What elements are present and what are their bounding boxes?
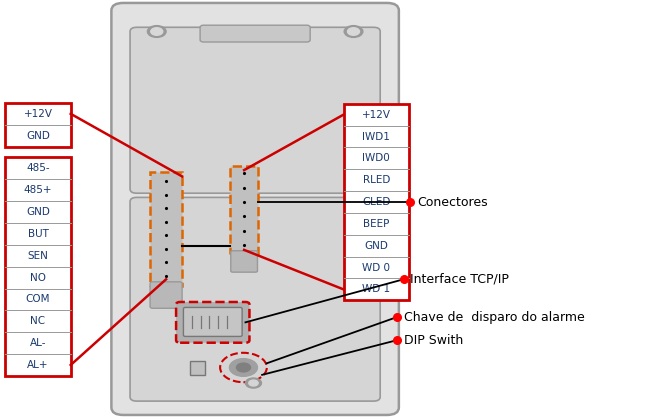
Bar — [5, 103, 71, 147]
Text: NO: NO — [30, 273, 46, 283]
Text: Conectores: Conectores — [417, 196, 488, 208]
Text: AL+: AL+ — [27, 360, 49, 370]
Bar — [230, 166, 258, 254]
Text: BEEP: BEEP — [363, 219, 390, 229]
Text: Interface TCP/IP: Interface TCP/IP — [410, 273, 509, 286]
FancyBboxPatch shape — [200, 25, 310, 42]
Bar — [190, 361, 205, 375]
Circle shape — [348, 28, 360, 35]
Text: IWD0: IWD0 — [362, 153, 390, 163]
FancyBboxPatch shape — [111, 3, 399, 415]
Bar — [5, 158, 71, 376]
Circle shape — [344, 26, 363, 37]
Text: Chave de  disparo do alarme: Chave de disparo do alarme — [404, 311, 584, 323]
Text: GND: GND — [26, 131, 50, 141]
Text: GLED: GLED — [362, 197, 390, 207]
Text: WD 1: WD 1 — [362, 284, 390, 294]
Circle shape — [245, 378, 261, 388]
Text: GND: GND — [364, 241, 388, 251]
Circle shape — [236, 363, 250, 372]
Text: RLED: RLED — [362, 175, 390, 185]
Text: NC: NC — [31, 316, 45, 326]
Circle shape — [229, 359, 257, 376]
FancyBboxPatch shape — [231, 251, 257, 272]
Circle shape — [147, 26, 166, 37]
FancyBboxPatch shape — [150, 282, 182, 308]
Text: COM: COM — [26, 294, 50, 304]
Text: AL-: AL- — [30, 338, 46, 348]
FancyBboxPatch shape — [130, 197, 380, 401]
FancyBboxPatch shape — [183, 307, 242, 336]
Text: +12V: +12V — [23, 109, 53, 119]
Text: 485+: 485+ — [24, 185, 52, 195]
Circle shape — [249, 380, 258, 386]
Text: 485-: 485- — [26, 163, 50, 173]
FancyBboxPatch shape — [176, 302, 249, 343]
Text: DIP Swith: DIP Swith — [404, 334, 463, 346]
Text: SEN: SEN — [27, 251, 49, 261]
Text: BUT: BUT — [27, 229, 49, 239]
Circle shape — [151, 28, 163, 35]
Text: IWD1: IWD1 — [362, 131, 390, 142]
Text: GND: GND — [26, 207, 50, 217]
Bar — [150, 172, 182, 286]
FancyBboxPatch shape — [130, 27, 380, 193]
Bar — [344, 104, 409, 300]
Text: +12V: +12V — [362, 110, 391, 120]
Text: WD 0: WD 0 — [362, 262, 390, 273]
